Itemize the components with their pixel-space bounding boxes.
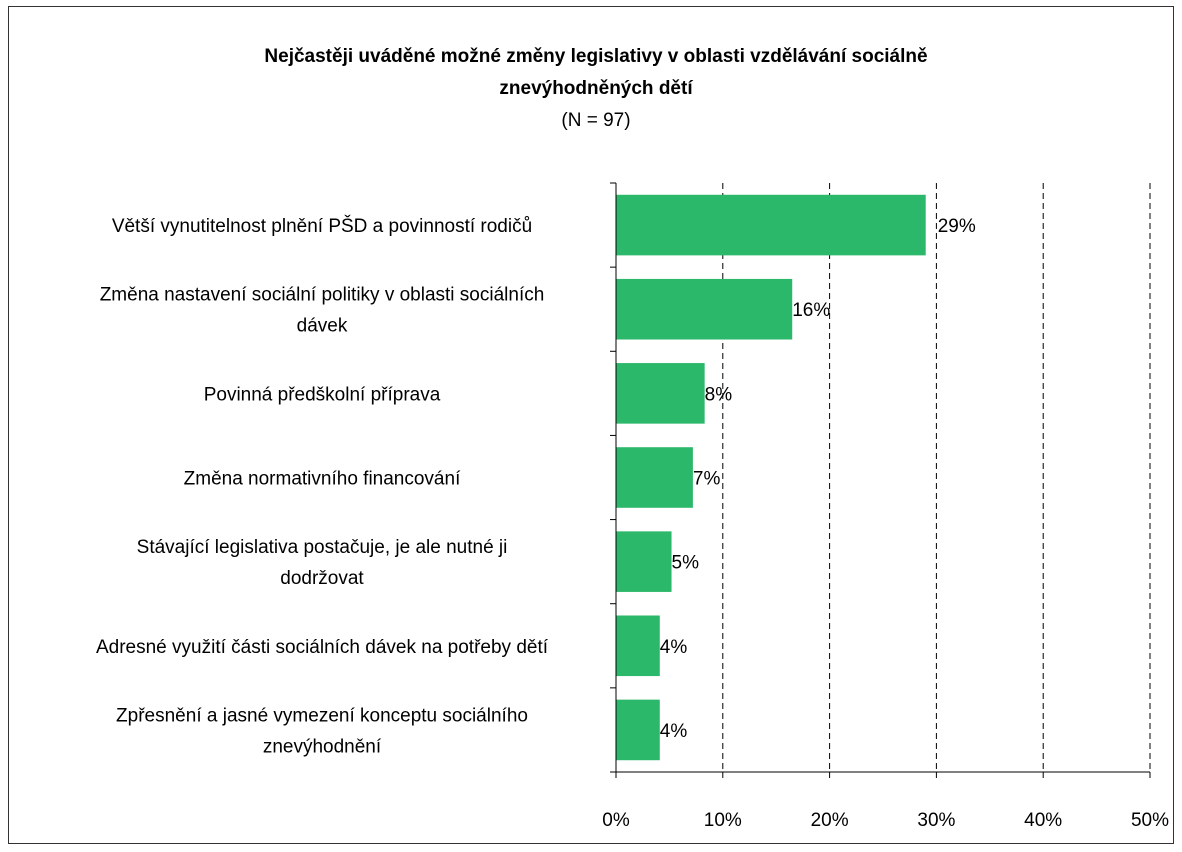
category-label: Stávající legislativa postačuje, je ale … xyxy=(137,537,508,558)
chart-title-group: Nejčastěji uváděné možné změny legislati… xyxy=(264,46,927,131)
grid-lines xyxy=(722,183,1151,772)
category-label: Adresné využití části sociálních dávek n… xyxy=(96,637,549,658)
x-tick-label: 30% xyxy=(917,810,955,831)
data-label: 4% xyxy=(660,721,688,742)
axes-group xyxy=(610,182,1151,778)
chart-frame xyxy=(8,6,1174,844)
bar xyxy=(616,699,660,761)
category-label: Větší vynutitelnost plnění PŠD a povinno… xyxy=(112,215,532,237)
x-tick-label: 50% xyxy=(1131,810,1169,831)
data-label: 4% xyxy=(660,637,688,658)
category-label: Změna nastavení sociální politiky v obla… xyxy=(100,285,545,306)
category-label: Povinná předškolní příprava xyxy=(204,384,441,405)
labels-group: 0% 10% 20% 30% 40% 50% 29% Větší vynutitelnost … xyxy=(96,215,1169,831)
bar xyxy=(616,447,693,508)
category-label: dodržovat xyxy=(280,568,364,589)
chart-title-line-1: Nejčastěji uváděné možné změny legislati… xyxy=(264,46,927,67)
chart-subtitle: (N = 97) xyxy=(561,110,630,131)
bar xyxy=(616,363,705,424)
bar xyxy=(616,615,660,677)
chart-title-line-2: znevýhodněných dětí xyxy=(499,78,693,99)
data-label: 8% xyxy=(705,384,733,405)
category-label: Zpřesnění a jasné vymezení konceptu soci… xyxy=(116,705,528,726)
category-label: znevýhodnění xyxy=(263,736,382,757)
data-label: 7% xyxy=(693,469,721,490)
data-label: 16% xyxy=(792,300,830,321)
bar xyxy=(616,531,672,592)
bar xyxy=(616,194,926,256)
bar xyxy=(616,278,793,340)
x-tick-label: 0% xyxy=(602,810,630,831)
category-label: Změna normativního financování xyxy=(184,469,461,490)
data-label: 29% xyxy=(938,216,976,237)
data-label: 5% xyxy=(672,553,700,574)
bars-group xyxy=(616,194,926,761)
x-tick-label: 10% xyxy=(704,810,742,831)
x-tick-label: 40% xyxy=(1024,810,1062,831)
x-tick-label: 20% xyxy=(811,810,849,831)
category-label: dávek xyxy=(297,316,348,337)
